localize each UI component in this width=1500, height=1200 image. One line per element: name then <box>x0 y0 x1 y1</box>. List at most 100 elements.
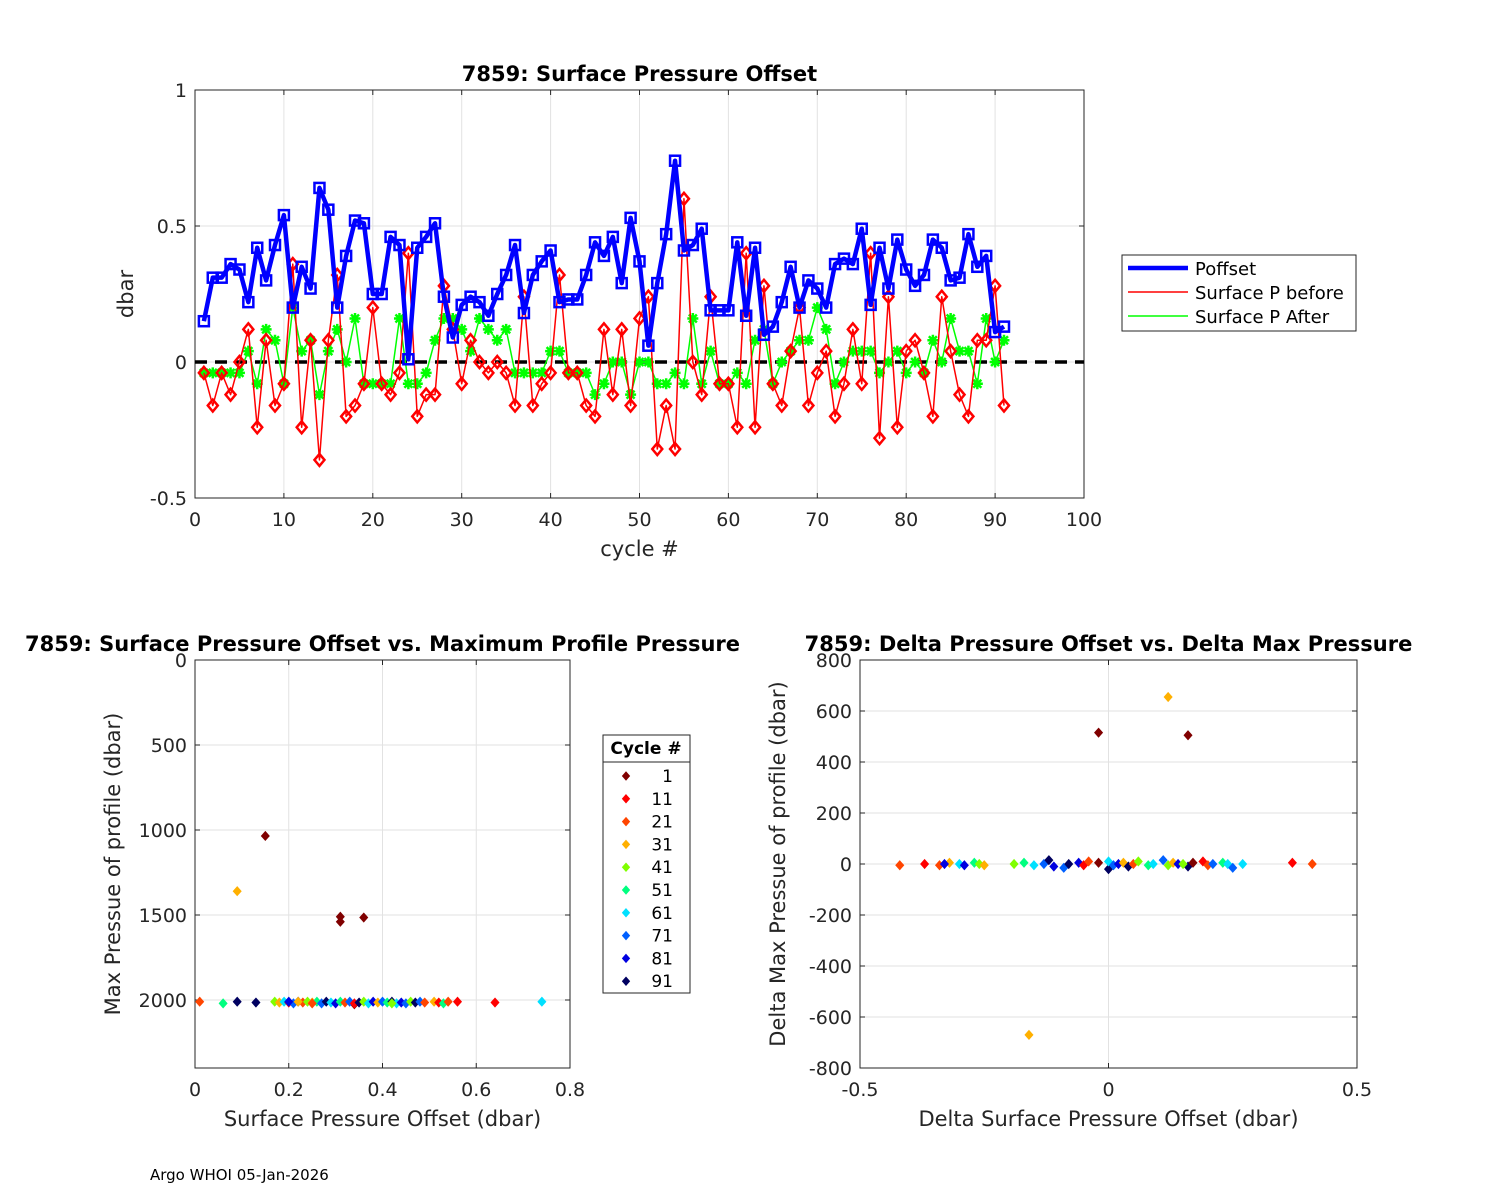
footer-text: Argo WHOI 05-Jan-2026 <box>150 1166 329 1184</box>
p2-point <box>387 998 397 1009</box>
p2-ytick-label: 2000 <box>139 990 187 1012</box>
p3-point <box>1158 855 1168 866</box>
p1-before-point <box>223 386 238 403</box>
p1-before-point <box>846 321 860 338</box>
p1-poffset-point <box>268 238 282 252</box>
p1-after-point <box>518 367 530 379</box>
p3-ytick-label: 600 <box>816 701 852 723</box>
p1-before-point <box>366 299 380 316</box>
p1-before-point <box>659 397 673 414</box>
p2-point <box>420 997 430 1008</box>
p1-poffset-point <box>651 276 664 290</box>
p2-legend-label: 1 <box>662 767 673 787</box>
p1-after-point <box>553 345 565 357</box>
p1-before-point <box>899 343 913 360</box>
p1-before-point <box>357 375 371 392</box>
p2-legend-label: 41 <box>651 858 673 878</box>
p1-before-point <box>632 310 647 327</box>
p1-xtick-label: 0 <box>189 509 201 531</box>
p1-after-point <box>945 312 957 324</box>
p1-before-point <box>383 386 398 403</box>
p1-after-point <box>625 389 637 401</box>
p1-before-point <box>508 397 522 414</box>
p2-xlabel: Surface Pressure Offset (dbar) <box>224 1107 541 1131</box>
p2-legend-label: 11 <box>651 790 673 810</box>
p1-before-point <box>801 397 816 414</box>
p1-poffset-point <box>428 217 442 230</box>
p1-after-point <box>802 334 814 346</box>
p1-poffset-point <box>250 241 264 255</box>
p1-after-point <box>367 378 379 390</box>
p1-poffset-point <box>197 314 211 328</box>
p1-after-point <box>980 312 992 324</box>
p1-after-point <box>429 334 441 346</box>
p1-before-point <box>543 364 558 381</box>
p1-before-point <box>215 364 229 381</box>
p1-before-point <box>917 364 931 381</box>
p1-before-point <box>908 332 922 349</box>
p1-after-point <box>465 345 477 357</box>
p1-after-point <box>971 378 983 390</box>
p1-before-point <box>410 408 424 425</box>
p2-point <box>345 996 355 1007</box>
p3-point <box>1084 856 1094 867</box>
p1-after-point <box>687 312 699 324</box>
p3-ytick-label: 0 <box>840 854 852 876</box>
p1-poffset-point <box>242 295 255 309</box>
p1-before-point <box>241 321 255 338</box>
p1-after-point <box>669 367 681 379</box>
p1-poffset-point <box>802 274 815 287</box>
p1-series-line <box>201 158 1006 362</box>
p1-before-point <box>348 397 362 414</box>
p1-after-point <box>900 367 912 379</box>
p1-before-point <box>232 354 247 370</box>
p1-before-point <box>766 375 780 392</box>
p1-after-point <box>340 356 352 368</box>
p2-legend-marker <box>621 839 631 850</box>
p2-point <box>359 912 369 923</box>
p1-before-point <box>561 364 576 381</box>
p2-legend-label: 51 <box>651 881 673 901</box>
p3-ytick-label: -200 <box>809 905 852 927</box>
p1-before-point <box>695 386 709 403</box>
p2-ytick-label: 1000 <box>139 820 187 842</box>
p1-poffset-point <box>935 241 949 255</box>
p1-before-point <box>810 364 824 381</box>
p3-point <box>939 858 950 870</box>
p1-before-point <box>206 397 220 414</box>
p2-title: 7859: Surface Pressure Offset vs. Maximu… <box>25 632 740 656</box>
p1-after-point <box>385 378 397 390</box>
p1-poffset-point <box>668 154 682 167</box>
p2-ytick-label: 500 <box>151 735 187 757</box>
p1-after-point <box>473 312 485 324</box>
p1-poffset-point <box>979 249 993 263</box>
p1-after-point <box>242 345 254 357</box>
p1-poffset-point <box>926 233 940 246</box>
p3-ytick-label: -800 <box>809 1058 852 1080</box>
p1-poffset-point <box>286 301 300 314</box>
p3-point <box>1044 855 1054 866</box>
p1-after-point <box>874 367 886 379</box>
p2-legend-marker <box>621 908 631 918</box>
p1-after-point <box>651 378 663 390</box>
p2-ytick-label: 0 <box>175 650 187 672</box>
p1-before-point <box>721 375 736 392</box>
p1-before-point <box>481 364 495 381</box>
p1-poffset-point <box>624 211 637 225</box>
p3-point <box>1094 857 1104 868</box>
p1-poffset-point <box>384 230 397 244</box>
p2-xtick-label: 0.2 <box>274 1079 304 1101</box>
p2-legend-marker <box>621 771 631 781</box>
p1-poffset-point <box>259 274 273 287</box>
p2-point <box>307 998 317 1009</box>
p1-poffset-point <box>375 287 388 301</box>
p2-point <box>284 996 294 1007</box>
p1-after-point <box>527 367 539 379</box>
p1-after-point <box>829 378 841 390</box>
p1-poffset-point <box>313 181 326 195</box>
p1-after-point <box>909 356 921 368</box>
p1-poffset-point <box>571 293 584 306</box>
p1-before-point <box>988 277 1002 294</box>
p1-after-point <box>393 312 405 324</box>
